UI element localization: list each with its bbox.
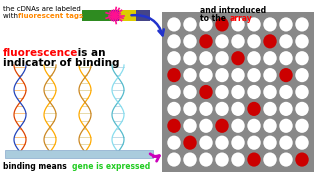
Ellipse shape	[279, 136, 293, 150]
Text: the cDNAs are labeled: the cDNAs are labeled	[3, 6, 81, 12]
Ellipse shape	[215, 136, 229, 150]
Ellipse shape	[231, 34, 245, 48]
Ellipse shape	[199, 152, 213, 167]
Ellipse shape	[183, 119, 197, 133]
Text: indicator of binding: indicator of binding	[3, 58, 119, 68]
Ellipse shape	[231, 85, 245, 99]
Ellipse shape	[183, 17, 197, 32]
Bar	[111, 10, 119, 21]
Ellipse shape	[263, 152, 277, 167]
Bar	[5, 150, 153, 158]
Ellipse shape	[167, 119, 181, 133]
Ellipse shape	[167, 68, 181, 82]
Ellipse shape	[215, 85, 229, 99]
Ellipse shape	[247, 85, 261, 99]
Ellipse shape	[231, 136, 245, 150]
Ellipse shape	[247, 51, 261, 65]
Text: fluorescence: fluorescence	[3, 48, 78, 58]
Ellipse shape	[167, 136, 181, 150]
Ellipse shape	[247, 119, 261, 133]
Ellipse shape	[231, 119, 245, 133]
Ellipse shape	[199, 51, 213, 65]
Ellipse shape	[247, 34, 261, 48]
Ellipse shape	[183, 136, 197, 150]
Text: fluorescent tags: fluorescent tags	[18, 13, 83, 19]
Ellipse shape	[263, 85, 277, 99]
Ellipse shape	[279, 68, 293, 82]
Ellipse shape	[167, 152, 181, 167]
Ellipse shape	[231, 152, 245, 167]
Ellipse shape	[247, 17, 261, 32]
Ellipse shape	[215, 152, 229, 167]
Ellipse shape	[167, 85, 181, 99]
Ellipse shape	[247, 102, 261, 116]
Ellipse shape	[263, 136, 277, 150]
Ellipse shape	[183, 102, 197, 116]
Bar	[136, 10, 150, 21]
Ellipse shape	[295, 68, 309, 82]
Ellipse shape	[215, 17, 229, 32]
Ellipse shape	[263, 102, 277, 116]
Ellipse shape	[231, 102, 245, 116]
Ellipse shape	[199, 34, 213, 48]
Ellipse shape	[279, 85, 293, 99]
Ellipse shape	[295, 51, 309, 65]
Ellipse shape	[263, 17, 277, 32]
Ellipse shape	[263, 119, 277, 133]
Ellipse shape	[183, 51, 197, 65]
Ellipse shape	[215, 68, 229, 82]
Ellipse shape	[295, 34, 309, 48]
Ellipse shape	[295, 17, 309, 32]
Ellipse shape	[231, 17, 245, 32]
Ellipse shape	[215, 34, 229, 48]
Ellipse shape	[183, 68, 197, 82]
Ellipse shape	[215, 119, 229, 133]
Ellipse shape	[247, 136, 261, 150]
Ellipse shape	[279, 17, 293, 32]
Text: is an: is an	[74, 48, 106, 58]
Ellipse shape	[199, 102, 213, 116]
Ellipse shape	[295, 152, 309, 167]
Ellipse shape	[199, 136, 213, 150]
Ellipse shape	[247, 152, 261, 167]
Ellipse shape	[167, 51, 181, 65]
Ellipse shape	[183, 85, 197, 99]
Ellipse shape	[199, 85, 213, 99]
Text: binding means: binding means	[3, 162, 69, 171]
Ellipse shape	[199, 68, 213, 82]
Ellipse shape	[183, 152, 197, 167]
Bar	[82, 10, 111, 21]
Ellipse shape	[279, 102, 293, 116]
Ellipse shape	[263, 51, 277, 65]
Ellipse shape	[199, 17, 213, 32]
Ellipse shape	[279, 51, 293, 65]
Text: to the: to the	[200, 14, 228, 23]
Ellipse shape	[167, 17, 181, 32]
Ellipse shape	[215, 51, 229, 65]
Ellipse shape	[263, 34, 277, 48]
Ellipse shape	[167, 34, 181, 48]
Text: gene is expressed: gene is expressed	[72, 162, 150, 171]
Bar	[162, 12, 314, 172]
Ellipse shape	[279, 152, 293, 167]
Ellipse shape	[295, 85, 309, 99]
Ellipse shape	[231, 51, 245, 65]
Ellipse shape	[199, 119, 213, 133]
Text: with: with	[3, 13, 20, 19]
Ellipse shape	[215, 102, 229, 116]
Ellipse shape	[167, 102, 181, 116]
Text: array: array	[230, 14, 253, 23]
Ellipse shape	[263, 68, 277, 82]
Ellipse shape	[231, 68, 245, 82]
Ellipse shape	[295, 102, 309, 116]
Ellipse shape	[247, 68, 261, 82]
Ellipse shape	[295, 119, 309, 133]
Bar	[119, 10, 136, 21]
Ellipse shape	[279, 34, 293, 48]
Text: and introduced: and introduced	[200, 6, 266, 15]
Ellipse shape	[295, 136, 309, 150]
Ellipse shape	[279, 119, 293, 133]
Ellipse shape	[183, 34, 197, 48]
